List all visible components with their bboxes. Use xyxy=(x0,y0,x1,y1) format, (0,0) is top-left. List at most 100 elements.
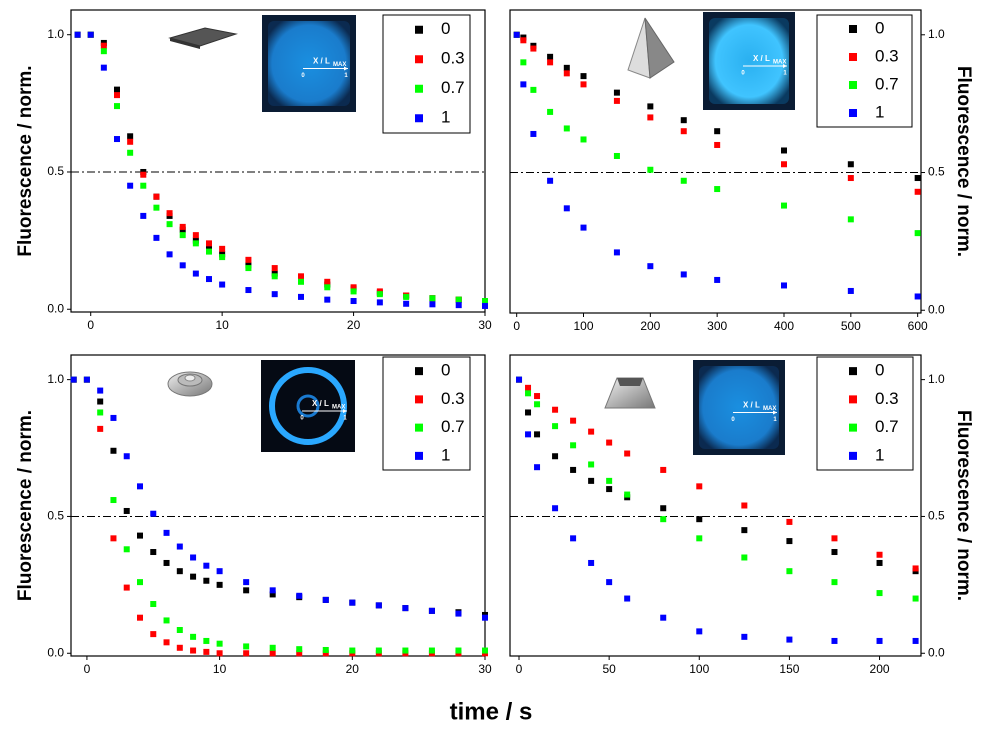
data-point xyxy=(552,505,559,512)
data-point xyxy=(97,409,104,416)
data-point xyxy=(680,177,687,184)
data-point xyxy=(482,614,488,621)
data-point xyxy=(741,527,748,534)
inset-square xyxy=(699,366,779,449)
data-point xyxy=(127,182,134,189)
data-point xyxy=(534,393,541,400)
data-point xyxy=(570,417,577,424)
data-point xyxy=(660,505,667,512)
data-point xyxy=(429,301,436,308)
inset-tick: 0 xyxy=(731,417,735,423)
data-point xyxy=(163,617,170,624)
x-tick-label: 150 xyxy=(779,662,799,676)
data-point xyxy=(455,302,462,309)
legend-label: 0 xyxy=(875,18,884,37)
legend-label: 0.3 xyxy=(441,49,465,68)
data-point xyxy=(176,568,183,575)
data-point xyxy=(455,610,462,617)
data-point xyxy=(271,291,278,298)
data-point xyxy=(588,461,595,468)
plot-frame xyxy=(70,354,486,657)
y-tick-label: 1.0 xyxy=(928,27,945,41)
legend-marker xyxy=(415,395,423,404)
data-point xyxy=(660,466,667,473)
inset-tick: 0 xyxy=(301,73,305,79)
data-point xyxy=(847,287,854,294)
legend-label: 1 xyxy=(875,445,884,464)
data-point xyxy=(153,193,160,200)
data-point xyxy=(97,425,104,432)
data-point xyxy=(613,89,620,96)
data-point xyxy=(525,409,532,416)
x-tick-label: 0 xyxy=(513,319,520,333)
data-point xyxy=(123,546,130,553)
data-point xyxy=(192,240,199,247)
data-point xyxy=(912,565,919,572)
data-point xyxy=(660,614,667,621)
legend-box xyxy=(816,356,914,471)
data-point xyxy=(696,535,703,542)
data-point xyxy=(176,627,183,634)
y-tick-label: 1.0 xyxy=(47,27,64,41)
data-point xyxy=(547,53,554,60)
data-point xyxy=(137,532,143,539)
data-point xyxy=(520,81,527,88)
data-point xyxy=(100,42,107,49)
data-point xyxy=(482,647,488,654)
data-point xyxy=(429,295,436,302)
legend-label: 1 xyxy=(441,108,450,127)
y-tick-label: 0.0 xyxy=(928,302,945,316)
data-point xyxy=(781,161,787,168)
x-tick-label: 0 xyxy=(516,662,523,676)
data-point xyxy=(482,302,488,309)
inset-label: X / L xyxy=(753,54,770,63)
data-point xyxy=(216,640,223,647)
data-point xyxy=(322,596,329,603)
y-tick-label: 1.0 xyxy=(928,372,945,386)
data-point xyxy=(298,293,304,300)
data-point xyxy=(403,293,410,300)
data-point xyxy=(203,562,210,569)
inset-image xyxy=(261,360,355,452)
data-point xyxy=(324,284,331,291)
inset-tick: 1 xyxy=(343,416,347,422)
data-point xyxy=(530,86,537,93)
data-point xyxy=(547,108,554,115)
data-point xyxy=(831,637,838,644)
data-point xyxy=(296,650,303,657)
data-point xyxy=(530,130,537,137)
y-tick-label: 0.5 xyxy=(47,164,64,178)
data-point xyxy=(114,86,120,93)
data-point xyxy=(547,59,554,66)
data-point xyxy=(786,568,793,575)
data-point xyxy=(349,647,356,654)
data-point xyxy=(714,128,721,135)
data-point xyxy=(296,592,303,599)
data-point xyxy=(570,466,577,473)
inset-square xyxy=(709,18,789,104)
data-point xyxy=(87,31,94,38)
data-point xyxy=(547,177,554,184)
data-point xyxy=(580,136,587,143)
data-point xyxy=(455,296,462,303)
x-tick-label: 0 xyxy=(87,318,94,332)
data-point xyxy=(114,103,120,110)
data-point xyxy=(914,293,921,300)
data-point xyxy=(127,133,134,140)
data-point xyxy=(166,251,173,258)
data-point xyxy=(271,265,278,272)
plot-frame xyxy=(509,9,922,314)
data-point xyxy=(269,644,276,651)
data-point xyxy=(203,637,210,644)
data-point xyxy=(781,147,787,154)
data-point xyxy=(176,543,183,550)
data-point xyxy=(741,633,748,640)
inset-square xyxy=(268,21,350,106)
legend-marker xyxy=(415,423,423,432)
data-point xyxy=(269,591,276,598)
data-point xyxy=(376,291,383,298)
data-point xyxy=(110,414,117,421)
data-point xyxy=(150,549,157,556)
data-point xyxy=(350,284,357,291)
legend-marker xyxy=(849,25,857,33)
